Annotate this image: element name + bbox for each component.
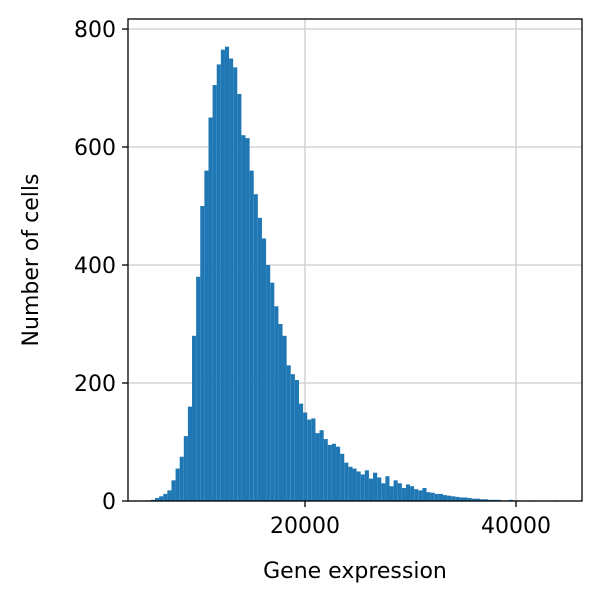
- bar: [237, 93, 242, 501]
- bar: [410, 486, 415, 501]
- x-tick-label: 20000: [270, 514, 340, 539]
- bar: [319, 430, 324, 501]
- bar: [224, 46, 230, 502]
- bar: [348, 466, 353, 501]
- bar: [253, 194, 258, 501]
- bar: [352, 468, 357, 501]
- bar: [311, 418, 316, 501]
- bar: [261, 238, 267, 501]
- bar: [307, 419, 312, 501]
- bar: [163, 493, 168, 501]
- bar: [286, 365, 291, 501]
- bar: [212, 85, 217, 501]
- bar: [331, 443, 337, 501]
- bar: [467, 498, 472, 501]
- bar: [385, 476, 390, 501]
- y-tick-label: 200: [74, 372, 116, 397]
- bar: [340, 453, 345, 501]
- bar: [257, 217, 262, 501]
- bar: [175, 468, 180, 501]
- bar: [278, 324, 283, 501]
- bar: [393, 480, 398, 501]
- bar: [266, 265, 271, 501]
- axes-frame: [127, 18, 583, 502]
- bar: [336, 446, 341, 501]
- bar: [249, 170, 254, 502]
- bar: [455, 496, 460, 501]
- bar: [451, 496, 456, 501]
- bar: [192, 335, 197, 501]
- bar: [323, 439, 328, 501]
- bar: [187, 406, 193, 501]
- x-tick-label: 40000: [481, 514, 551, 539]
- bar: [401, 488, 406, 501]
- bar: [167, 490, 172, 501]
- bar: [233, 67, 238, 502]
- bar: [373, 472, 378, 501]
- bar: [196, 276, 201, 501]
- bar: [200, 206, 205, 501]
- y-tick-label: 0: [102, 490, 116, 515]
- bar: [377, 477, 382, 501]
- bar: [159, 496, 164, 501]
- bar: [220, 49, 225, 501]
- y-tick-label: 400: [74, 254, 116, 279]
- bar: [274, 306, 279, 501]
- bar: [179, 456, 184, 501]
- bar: [356, 471, 361, 501]
- y-axis-label: Number of cells: [19, 174, 44, 347]
- bar: [294, 380, 299, 501]
- bar: [245, 138, 250, 501]
- bar: [438, 493, 443, 501]
- bar: [422, 488, 427, 501]
- bar: [327, 444, 332, 501]
- bar: [155, 498, 160, 501]
- bar: [298, 403, 304, 501]
- bar: [405, 484, 411, 501]
- bar: [303, 412, 308, 501]
- bar: [216, 64, 221, 501]
- bar: [381, 483, 386, 501]
- bar: [315, 433, 320, 501]
- bar: [442, 495, 448, 501]
- bar: [364, 470, 369, 501]
- bar: [282, 335, 287, 501]
- bar: [368, 478, 374, 501]
- bar: [479, 499, 485, 501]
- bar: [290, 374, 295, 501]
- bar: [447, 495, 452, 501]
- bar: [397, 483, 402, 501]
- bar: [426, 492, 431, 501]
- bar: [183, 436, 188, 501]
- bar: [414, 489, 419, 501]
- y-tick-label: 600: [74, 136, 116, 161]
- bar: [475, 498, 480, 501]
- bar: [418, 490, 423, 501]
- bar: [459, 497, 464, 501]
- bar: [208, 117, 213, 501]
- bar: [241, 135, 246, 501]
- bar: [430, 492, 435, 501]
- bar: [171, 480, 176, 501]
- bar: [484, 499, 489, 501]
- bar: [229, 58, 234, 502]
- bar: [360, 474, 365, 501]
- bar: [463, 497, 468, 501]
- bar: [471, 498, 476, 501]
- bar: [434, 493, 439, 501]
- x-axis-label: Gene expression: [263, 559, 447, 584]
- bar: [204, 170, 209, 502]
- bar: [344, 462, 349, 501]
- bar: [270, 282, 275, 501]
- bar: [389, 486, 394, 501]
- y-tick-label: 800: [74, 18, 116, 43]
